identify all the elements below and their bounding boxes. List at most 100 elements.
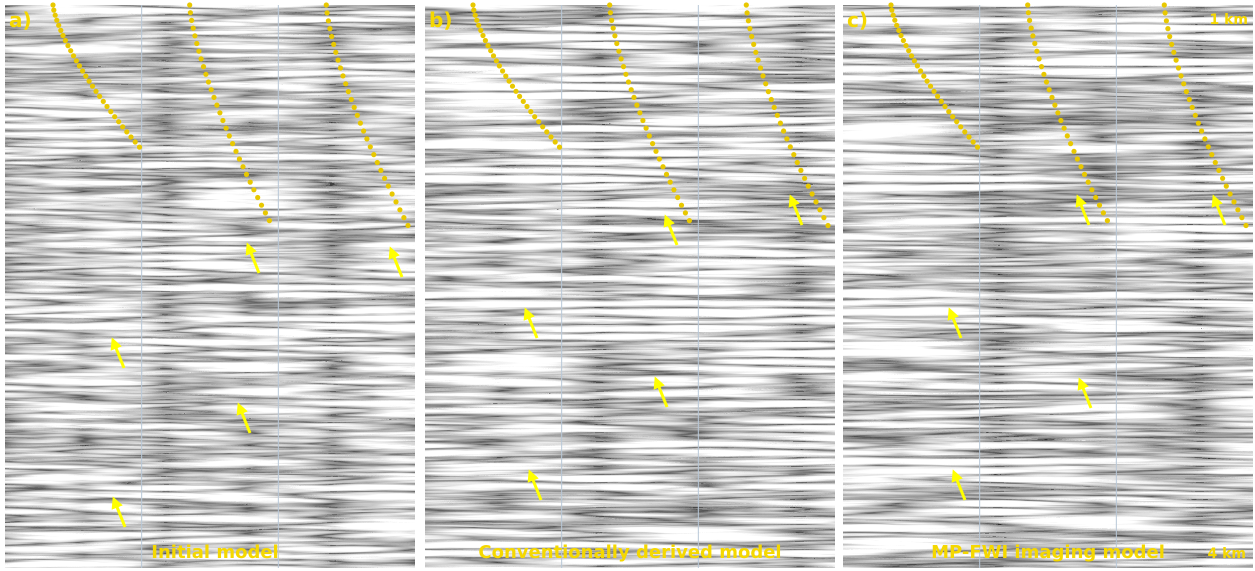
fault-pick xyxy=(557,145,562,150)
fault-pick xyxy=(629,87,634,92)
fault-pick xyxy=(128,134,133,139)
fault-pick xyxy=(958,124,963,129)
fault-pick xyxy=(1101,210,1106,215)
fault-pick xyxy=(775,113,780,118)
fault-pick xyxy=(1178,73,1183,78)
fault-pick xyxy=(188,10,193,15)
fault-pick xyxy=(1184,89,1189,94)
fault-pick xyxy=(631,95,636,100)
fault-pick xyxy=(56,23,61,28)
fault-pick xyxy=(1071,149,1076,154)
fault-pick xyxy=(87,79,92,84)
fault-pick xyxy=(517,94,522,99)
fault-pick xyxy=(653,149,658,154)
fault-pick xyxy=(191,26,196,31)
fault-pick xyxy=(1181,81,1186,86)
panel-caption: Conventionally derived model xyxy=(478,542,781,563)
fault-pick xyxy=(623,72,628,77)
fault-pick xyxy=(1044,79,1049,84)
panel: c)MP-FWI imaging model xyxy=(843,2,1253,568)
fault-pick xyxy=(237,156,242,161)
fault-pick xyxy=(343,81,348,86)
fault-pick xyxy=(942,104,947,109)
fault-pick xyxy=(251,187,256,192)
fault-pick xyxy=(378,168,383,173)
fault-pick xyxy=(494,58,499,63)
fault-pick xyxy=(1025,2,1030,7)
fault-pick xyxy=(361,128,366,133)
fault-pick xyxy=(679,203,684,208)
fault-pick xyxy=(71,53,76,58)
fault-pick xyxy=(810,191,815,196)
fault-pick xyxy=(473,13,478,18)
fault-pick xyxy=(331,42,336,47)
fault-pick xyxy=(244,172,249,177)
fault-pick xyxy=(687,218,692,223)
fault-pick xyxy=(906,48,911,53)
fault-pick xyxy=(1037,56,1042,61)
panel: b)Conventionally derived model xyxy=(425,2,835,568)
fault-pick xyxy=(1213,160,1218,165)
fault-pick xyxy=(74,58,79,63)
fault-pick xyxy=(747,26,752,31)
fault-pick xyxy=(647,133,652,138)
fault-pick xyxy=(825,223,830,228)
fault-pick xyxy=(888,2,893,7)
fault-pick xyxy=(58,28,63,33)
fault-pick xyxy=(112,114,117,119)
fault-pick xyxy=(124,129,129,134)
fault-pick xyxy=(214,103,219,108)
fault-pick xyxy=(1206,144,1211,149)
fault-pick xyxy=(93,89,98,94)
fault-pick xyxy=(80,68,85,73)
fault-pick xyxy=(201,64,206,69)
fault-pick xyxy=(1202,136,1207,141)
fault-pick xyxy=(196,49,201,54)
fault-pick xyxy=(891,13,896,18)
fault-pick xyxy=(192,33,197,38)
fault-pick xyxy=(607,2,612,7)
fault-pick xyxy=(946,109,951,114)
fault-pick xyxy=(821,215,826,220)
fault-pick xyxy=(63,38,68,43)
fault-pick xyxy=(626,79,631,84)
fault-pick xyxy=(503,74,508,79)
fault-pick xyxy=(329,34,334,39)
fault-pick xyxy=(1075,156,1080,161)
fault-pick xyxy=(358,121,363,126)
fault-pick xyxy=(336,58,341,63)
fault-pick xyxy=(1228,191,1233,196)
fault-pick xyxy=(791,152,796,157)
fault-pick xyxy=(382,176,387,181)
fault-pick xyxy=(912,58,917,63)
fault-pick xyxy=(650,141,655,146)
fault-pick xyxy=(513,89,518,94)
fault-pick xyxy=(1165,26,1170,31)
fault-pick xyxy=(540,124,545,129)
fault-pick xyxy=(798,168,803,173)
fault-pick xyxy=(896,28,901,33)
fault-pick xyxy=(536,119,541,124)
fault-pick xyxy=(612,33,617,38)
fault-pick xyxy=(611,26,616,31)
scale-bottom: 4 km xyxy=(1207,546,1246,562)
fault-pick xyxy=(1171,50,1176,55)
fault-pick xyxy=(795,160,800,165)
fault-pick xyxy=(664,172,669,177)
fault-pick xyxy=(187,2,192,7)
fault-pick xyxy=(1039,64,1044,69)
fault-pick xyxy=(405,223,410,228)
fault-pick xyxy=(788,144,793,149)
fault-pick xyxy=(1196,121,1201,126)
fault-pick xyxy=(199,56,204,61)
fault-pick xyxy=(962,129,967,134)
fault-pick xyxy=(1105,218,1110,223)
fault-pick xyxy=(340,73,345,78)
fault-pick xyxy=(327,26,332,31)
fault-pick xyxy=(1239,215,1244,220)
fault-pick xyxy=(644,126,649,131)
fault-pick xyxy=(813,199,818,204)
fault-pick xyxy=(397,207,402,212)
figure: a)Initial modelb)Conventionally derived … xyxy=(0,0,1255,571)
fault-pick xyxy=(1176,65,1181,70)
